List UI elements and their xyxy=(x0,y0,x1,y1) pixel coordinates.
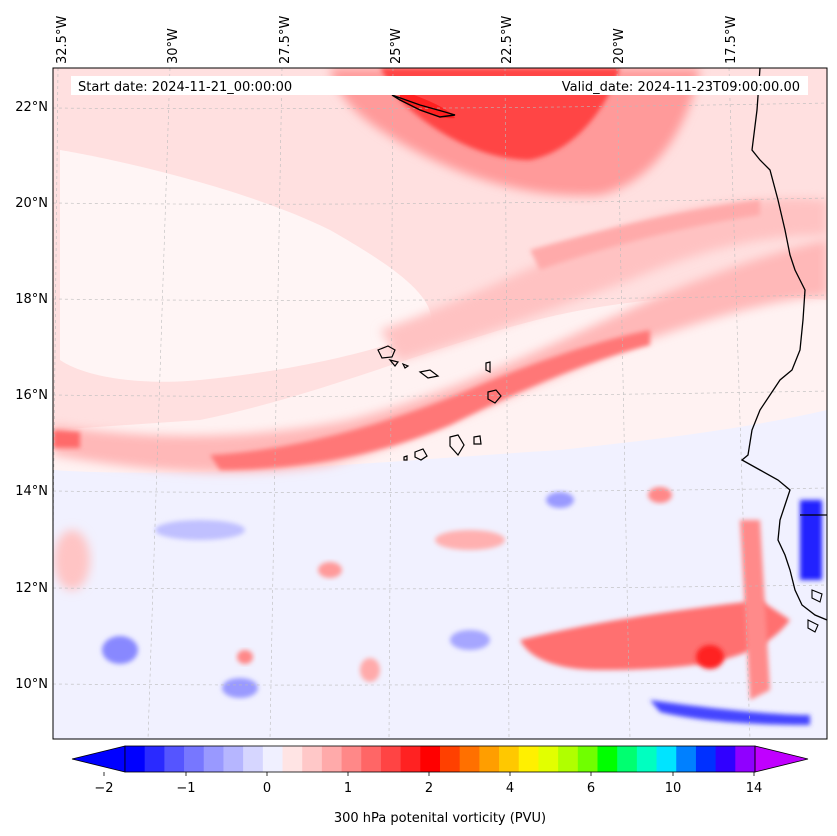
colorbar-over-arrow xyxy=(754,745,809,773)
lon-label-27-5w: 27.5°W xyxy=(278,16,293,64)
cb-tick-0: 0 xyxy=(263,781,271,796)
colorbar-segment xyxy=(144,746,165,772)
map-area: Start date: 2024-11-21_00:00:00 Valid_da… xyxy=(53,68,827,739)
start-date-label: Start date: 2024-11-21_00:00:00 xyxy=(78,80,292,95)
pink-patch-1 xyxy=(435,530,505,550)
coastal-pv-strip xyxy=(740,520,770,700)
pv-northeast-band xyxy=(530,200,760,270)
colorbar-segment xyxy=(558,746,579,772)
blue-patch-2 xyxy=(222,678,258,698)
colorbar-segment xyxy=(125,746,146,772)
colorbar-segment xyxy=(203,746,224,772)
colorbar-segment xyxy=(380,746,402,772)
lat-label-14n: 14°N xyxy=(15,484,48,499)
lat-label-18n: 18°N xyxy=(15,292,48,307)
colorbar-segment xyxy=(695,746,717,772)
colorbar-ticks xyxy=(103,772,755,776)
colorbar-segment xyxy=(223,746,244,772)
lat-label-20n: 20°N xyxy=(15,196,48,211)
colorbar-segment xyxy=(302,746,323,772)
map-frame xyxy=(52,67,828,740)
cb-tick-14: 14 xyxy=(746,781,763,796)
info-banner xyxy=(71,76,808,95)
lat-label-12n: 12°N xyxy=(15,581,48,596)
longitude-labels: 32.5°W 30°W 27.5°W 25°W 22.5°W 20°W 17.5… xyxy=(55,16,739,64)
colorbar-segment xyxy=(459,746,480,772)
blue-patch-5 xyxy=(546,492,574,508)
cb-tick-neg2: −2 xyxy=(94,781,113,796)
canary-islands xyxy=(391,94,456,118)
colorbar-title: 300 hPa potenital vorticity (PVU) xyxy=(334,811,546,826)
colorbar-segment xyxy=(243,746,264,772)
lon-label-32-5w: 32.5°W xyxy=(55,16,70,64)
colorbar-segment xyxy=(636,746,657,772)
lon-label-30w: 30°W xyxy=(166,28,181,64)
colorbar-segment xyxy=(656,746,677,772)
pv-streamer-west-tip xyxy=(53,430,80,448)
lat-label-10n: 10°N xyxy=(15,677,48,692)
cb-tick-1: 1 xyxy=(344,781,352,796)
cb-tick-neg1: −1 xyxy=(176,781,195,796)
latitude-labels: 22°N 20°N 18°N 16°N 14°N 12°N 10°N xyxy=(15,100,48,692)
colorbar-segment xyxy=(617,746,638,772)
pv-max-south xyxy=(696,645,724,669)
colorbar-segment xyxy=(499,746,520,772)
cb-tick-10: 10 xyxy=(665,781,682,796)
colorbar-outline xyxy=(124,745,756,773)
african-coastline xyxy=(740,68,827,621)
colorbar-segment xyxy=(597,746,618,772)
pink-patch-6 xyxy=(318,562,342,578)
colorbar-segment xyxy=(577,746,598,772)
colorbar-segment xyxy=(361,746,382,772)
pink-patch-5 xyxy=(54,530,90,590)
colorbar-segment xyxy=(538,746,559,772)
cb-tick-4: 4 xyxy=(506,781,514,796)
coast-islets xyxy=(807,589,823,633)
pv-streamer-core xyxy=(210,330,650,470)
cb-tick-6: 6 xyxy=(587,781,595,796)
colorbar-segment xyxy=(341,746,362,772)
colorbar-segment xyxy=(479,746,500,772)
colorbar-segment xyxy=(518,746,539,772)
colorbar-under-arrow xyxy=(71,745,126,773)
colorbar-segment xyxy=(440,746,461,772)
pink-patch-4 xyxy=(237,650,253,664)
pink-patch-2 xyxy=(648,487,672,503)
lon-label-20w: 20°W xyxy=(612,28,627,64)
lat-label-16n: 16°N xyxy=(15,388,48,403)
colorbar-segment xyxy=(184,746,205,772)
white-bulge xyxy=(60,150,432,382)
lon-label-25w: 25°W xyxy=(389,28,404,64)
valid-date-label: Valid_date: 2024-11-23T09:00:00.00 xyxy=(562,80,800,95)
colorbar-segment xyxy=(321,746,342,772)
blue-coastal-max xyxy=(800,500,822,580)
cape-verde-islands xyxy=(377,345,502,461)
colorbar-segment xyxy=(420,746,441,772)
cb-tick-2: 2 xyxy=(425,781,433,796)
blue-band-south xyxy=(650,700,810,725)
colorbar-segment xyxy=(282,746,303,772)
lat-label-22n: 22°N xyxy=(15,100,48,115)
colorbar-segment xyxy=(715,746,736,772)
blue-patch-4 xyxy=(155,520,245,540)
pv-secondary-band xyxy=(380,198,827,360)
colorbar-segment xyxy=(164,746,185,772)
blue-patch-1 xyxy=(102,636,138,664)
blue-patch-3 xyxy=(450,630,490,650)
colorbar-segment xyxy=(735,746,756,772)
colorbar-segments xyxy=(125,746,756,772)
colorbar: −2 −1 0 1 2 4 6 10 14 300 hPa potenital … xyxy=(71,745,809,826)
colorbar-segment xyxy=(676,746,697,772)
colorbar-tick-labels: −2 −1 0 1 2 4 6 10 14 xyxy=(94,781,762,796)
lon-label-22-5w: 22.5°W xyxy=(500,16,515,64)
lon-label-17-5w: 17.5°W xyxy=(724,16,739,64)
gridlines xyxy=(53,68,827,739)
pink-patch-3 xyxy=(360,658,380,682)
colorbar-segment xyxy=(400,746,421,772)
colorbar-segment xyxy=(262,746,283,772)
